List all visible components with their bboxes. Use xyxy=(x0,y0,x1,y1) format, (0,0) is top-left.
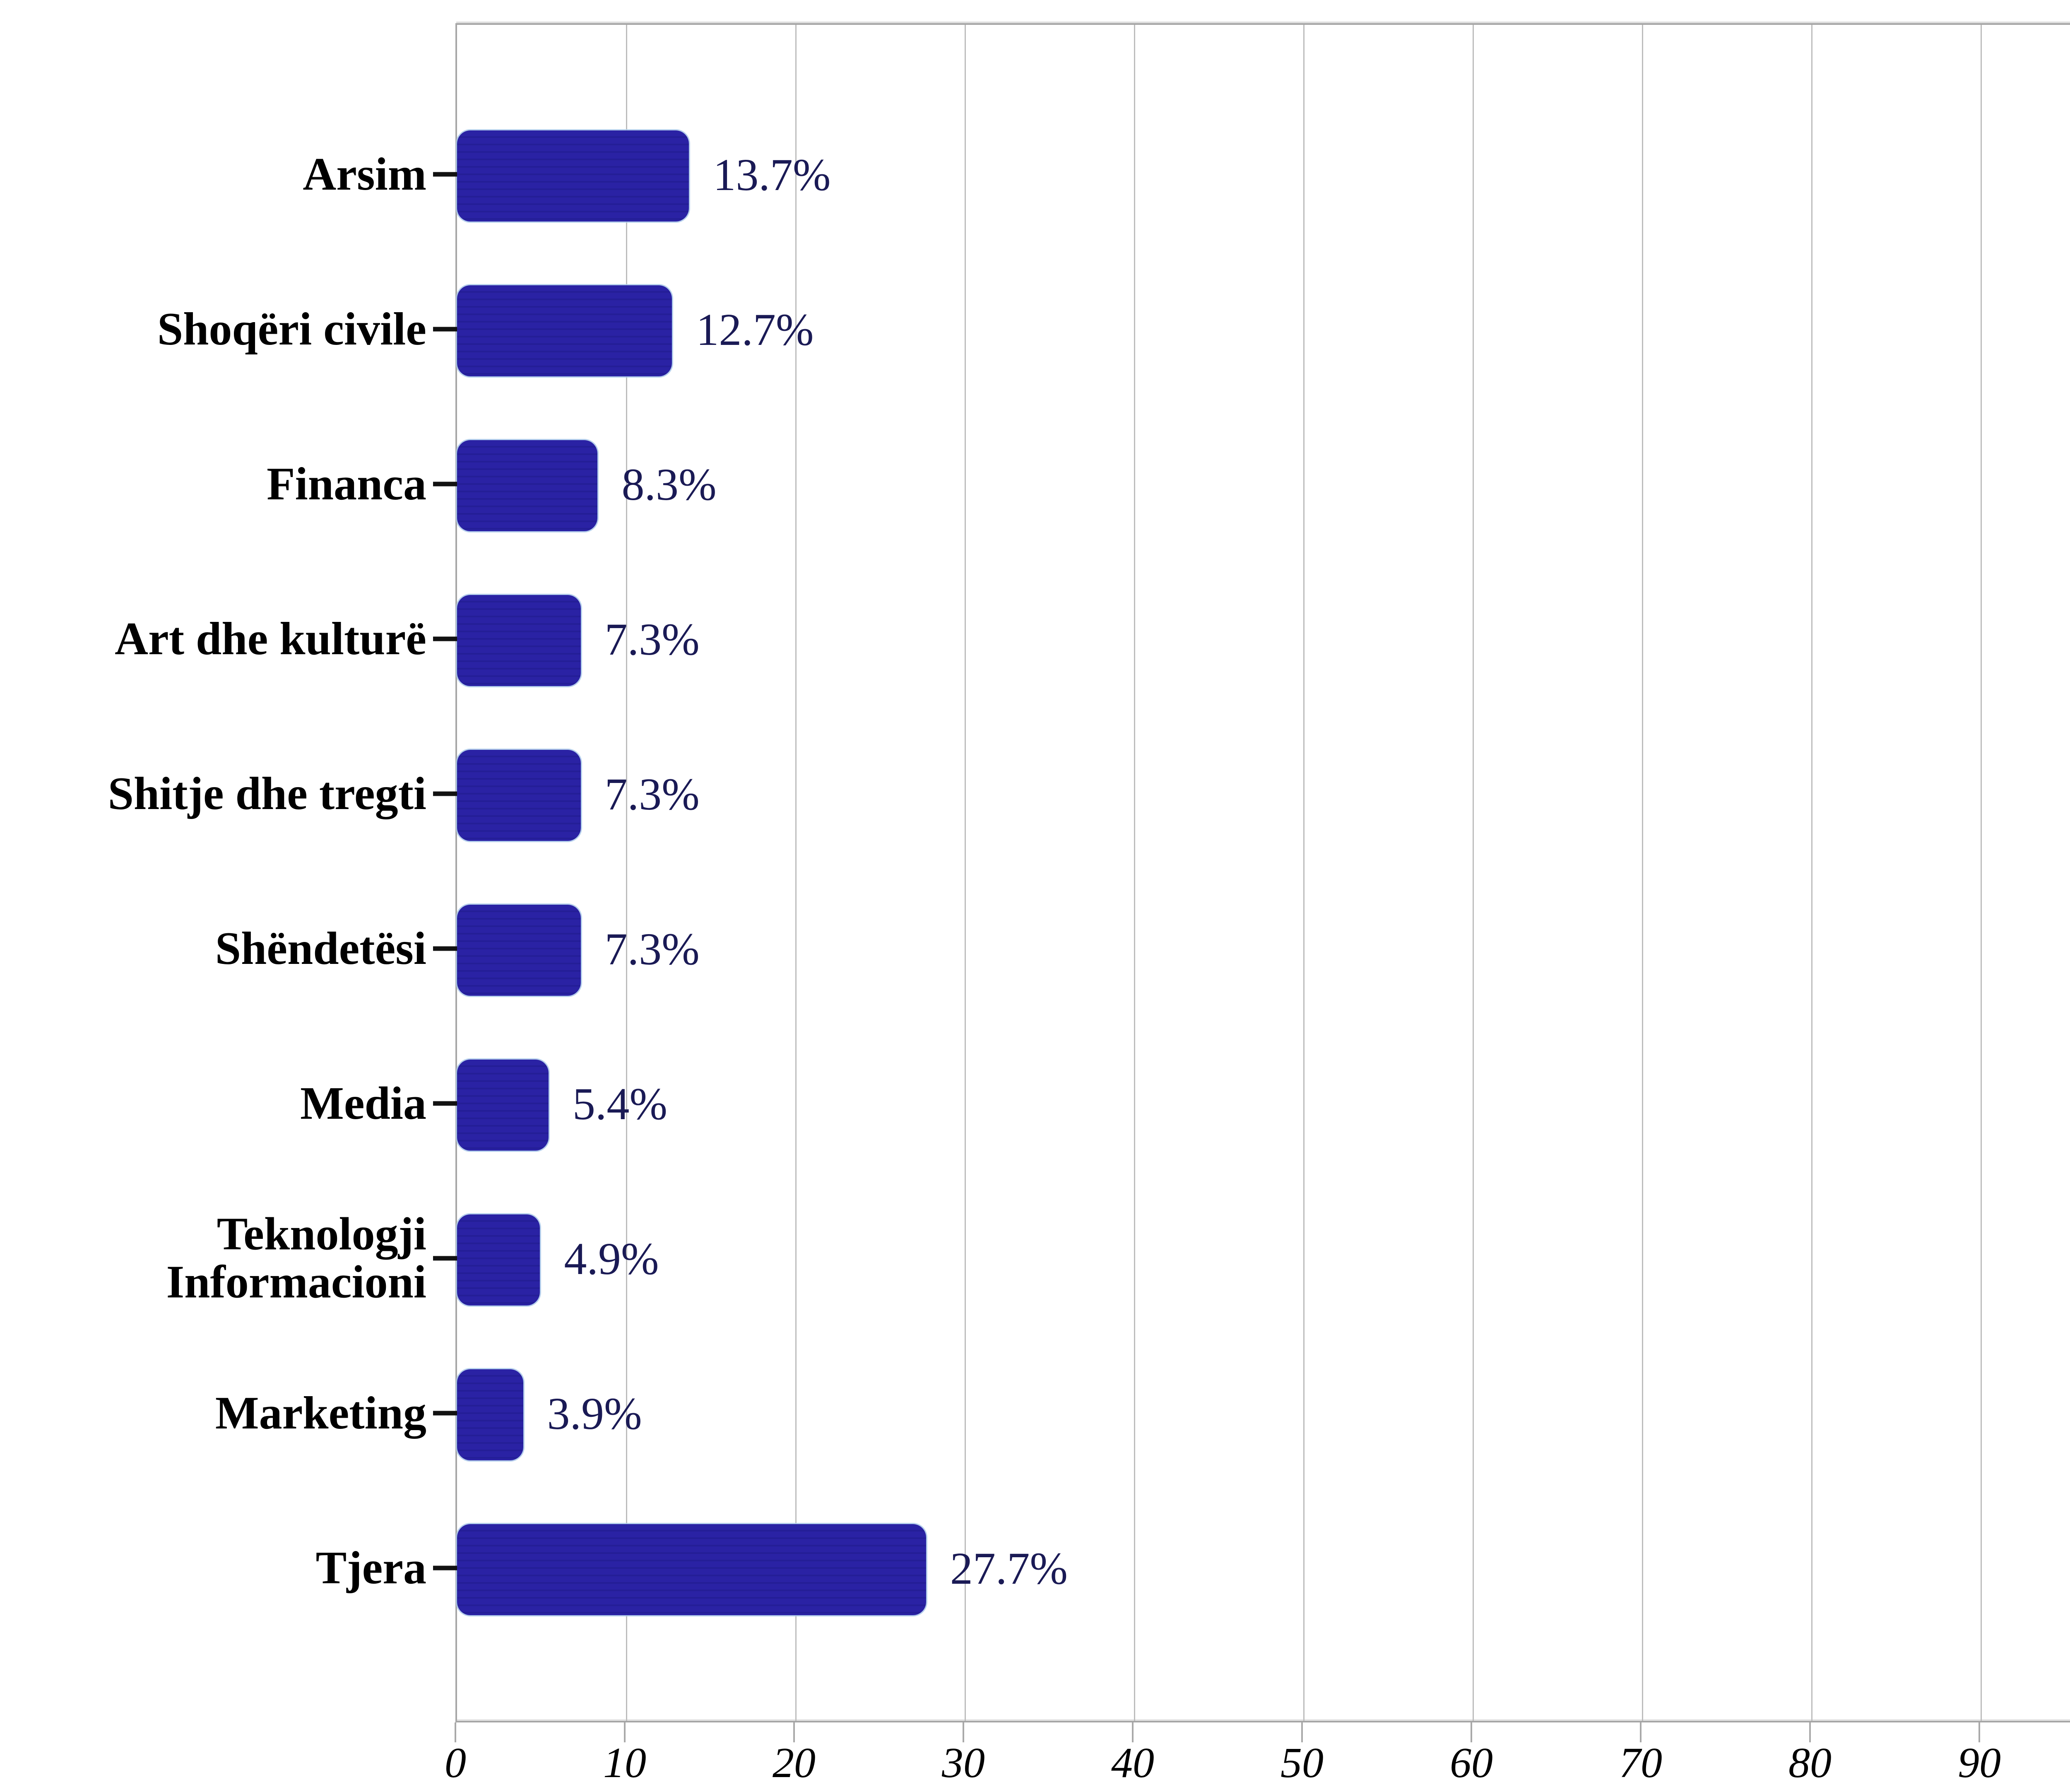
gridline-x-60 xyxy=(1472,25,1474,1721)
y-tick-shoqeri-civile xyxy=(433,327,457,332)
bar-value-label-shitje-dhe-tregti: 7.3% xyxy=(604,768,700,819)
x-tick-70 xyxy=(1640,1722,1642,1742)
bar-shitje-dhe-tregti xyxy=(457,750,581,841)
category-label-arsim: Arsim xyxy=(303,148,426,200)
bar-value-label-marketing: 3.9% xyxy=(547,1388,642,1439)
x-tick-label-10: 10 xyxy=(603,1739,646,1787)
x-tick-90 xyxy=(1979,1722,1980,1742)
category-label-shitje-dhe-tregti: Shitje dhe tregti xyxy=(108,768,426,819)
plot-area: 13.7% 12.7% 8.3% 7.3% 7.3% 7.3% 5.4% 4.9% 3.9% 27… xyxy=(455,23,2070,1722)
gridline-x-20 xyxy=(795,25,797,1721)
bar-tjera xyxy=(457,1524,926,1615)
x-tick-0 xyxy=(455,1722,456,1742)
y-tick-media xyxy=(433,1101,457,1106)
x-tick-30 xyxy=(963,1722,964,1742)
gridline-x-10 xyxy=(626,25,627,1721)
bar-value-label-media: 5.4% xyxy=(572,1078,667,1129)
x-tick-60 xyxy=(1471,1722,1472,1742)
bar-value-label-arsim: 13.7% xyxy=(713,149,831,200)
bar-financa xyxy=(457,440,598,531)
y-tick-tjera xyxy=(433,1566,457,1570)
y-tick-teknologji-informacioni xyxy=(433,1256,457,1261)
gridline-x-50 xyxy=(1303,25,1305,1721)
x-tick-20 xyxy=(793,1722,795,1742)
bar-value-label-shoqeri-civile: 12.7% xyxy=(696,304,814,355)
gridline-x-70 xyxy=(1642,25,1643,1721)
x-tick-label-30: 30 xyxy=(942,1739,985,1787)
x-tick-label-60: 60 xyxy=(1450,1739,1493,1787)
bar-media xyxy=(457,1060,549,1151)
x-tick-label-80: 80 xyxy=(1788,1739,1832,1787)
bar-teknologji-informacioni xyxy=(457,1214,540,1305)
bar-value-label-art-dhe-kulture: 7.3% xyxy=(604,614,700,665)
x-tick-label-20: 20 xyxy=(773,1739,816,1787)
y-tick-arsim xyxy=(433,172,457,177)
gridline-x-80 xyxy=(1811,25,1812,1721)
y-tick-marketing xyxy=(433,1411,457,1416)
y-tick-art-dhe-kulture xyxy=(433,636,457,641)
bar-marketing xyxy=(457,1369,523,1460)
bar-art-dhe-kulture xyxy=(457,595,581,686)
x-tick-40 xyxy=(1132,1722,1134,1742)
category-label-tjera: Tjera xyxy=(315,1542,426,1594)
category-label-shoqeri-civile: Shoqëri civile xyxy=(157,303,426,355)
y-tick-financa xyxy=(433,482,457,487)
bar-value-label-shendetesi: 7.3% xyxy=(604,923,700,974)
x-tick-50 xyxy=(1301,1722,1303,1742)
bar-arsim xyxy=(457,130,689,222)
y-tick-shitje-dhe-tregti xyxy=(433,791,457,796)
category-label-financa: Financa xyxy=(267,458,426,510)
bar-value-label-tjera: 27.7% xyxy=(950,1543,1068,1594)
x-tick-label-0: 0 xyxy=(445,1739,466,1787)
x-tick-10 xyxy=(624,1722,626,1742)
category-label-art-dhe-kulture: Art dhe kulturë xyxy=(115,613,426,665)
category-label-media: Media xyxy=(300,1077,426,1129)
gridline-x-40 xyxy=(1134,25,1135,1721)
bar-value-label-teknologji-informacioni: 4.9% xyxy=(564,1233,659,1284)
gridline-x-90 xyxy=(1980,25,1982,1721)
category-label-shendetesi: Shëndetësi xyxy=(215,922,426,974)
gridline-x-30 xyxy=(964,25,966,1721)
category-label-marketing: Marketing xyxy=(215,1387,426,1439)
x-tick-label-50: 50 xyxy=(1281,1739,1324,1787)
y-tick-shendetesi xyxy=(433,946,457,951)
category-label-teknologji-informacioni: Teknologji Informacioni xyxy=(166,1208,426,1308)
bar-value-label-financa: 8.3% xyxy=(621,459,717,510)
x-tick-label-70: 70 xyxy=(1619,1739,1662,1787)
x-tick-label-40: 40 xyxy=(1111,1739,1154,1787)
x-tick-80 xyxy=(1809,1722,1811,1742)
x-tick-label-90: 90 xyxy=(1958,1739,2001,1787)
bar-shendetesi xyxy=(457,905,581,996)
bar-shoqeri-civile xyxy=(457,285,672,376)
